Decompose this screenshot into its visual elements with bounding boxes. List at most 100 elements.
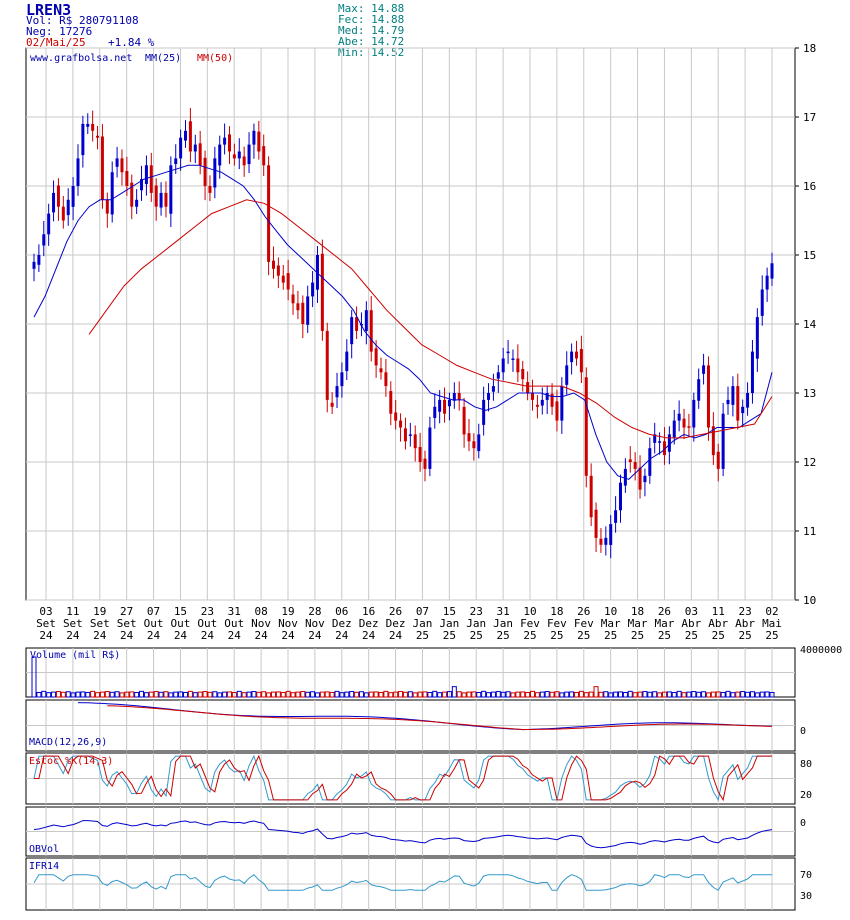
candle-body — [584, 377, 588, 476]
candle-body — [355, 317, 359, 331]
candle-body — [262, 146, 266, 166]
volume-bar — [676, 690, 682, 698]
candle-body — [247, 144, 251, 165]
candle-body — [614, 510, 618, 523]
volume-bar — [627, 690, 633, 698]
x-tick-label: 24 — [93, 629, 107, 642]
candle-body — [227, 134, 231, 152]
candle-body — [736, 386, 740, 421]
volume-bar — [451, 686, 457, 698]
candle-body — [286, 273, 290, 290]
candle-body — [433, 406, 437, 418]
x-tick-label: Out — [224, 617, 244, 630]
candle-body — [364, 310, 368, 332]
volume-bar — [129, 691, 135, 698]
volume-bar — [270, 691, 276, 698]
x-tick-label: 24 — [281, 629, 295, 642]
x-tick-label: 25 — [604, 629, 617, 642]
candle-body — [545, 393, 549, 400]
x-tick-label: 24 — [389, 629, 403, 642]
candle-body — [149, 165, 153, 193]
volume-bar — [51, 691, 57, 698]
candle-body — [301, 302, 305, 324]
volume-bar — [134, 691, 140, 698]
candle-body — [140, 179, 144, 191]
volume-bar — [178, 691, 184, 698]
stoch-k-line — [34, 754, 772, 802]
volume-bar — [759, 691, 765, 698]
candle-body — [311, 282, 315, 297]
estoc-tick-20: 20 — [800, 790, 812, 801]
x-tick-label: Dez — [332, 617, 352, 630]
volume-bar — [666, 691, 672, 698]
volume-bar — [715, 691, 721, 698]
candle-body — [491, 386, 495, 392]
volume-bar — [246, 691, 252, 698]
candle-body — [61, 206, 65, 221]
x-tick-label: 18 — [631, 605, 644, 618]
x-tick-label: 24 — [147, 629, 161, 642]
x-tick-label: 25 — [658, 629, 671, 642]
candle-body — [291, 294, 295, 304]
obv-line — [33, 820, 773, 849]
price-stats: Max: 14.88 Fec: 14.88 Med: 14.79 Abe: 14… — [338, 3, 404, 58]
candle-body — [71, 186, 75, 207]
volume-bar — [686, 691, 692, 698]
candle-body — [526, 382, 530, 393]
x-tick-label: Out — [171, 617, 191, 630]
x-tick-label: Set — [36, 617, 56, 630]
volume-bar — [446, 691, 452, 698]
candle-body — [565, 365, 569, 385]
candle-body — [575, 351, 579, 359]
y-tick-label: 12 — [803, 456, 816, 469]
volume-bar — [456, 691, 462, 698]
volume-bar — [75, 691, 81, 698]
volume-bar — [520, 691, 526, 698]
x-tick-label: Dez — [359, 617, 379, 630]
estoc-label: Estoc %K(14,3) — [29, 756, 113, 767]
candle-body — [193, 144, 197, 152]
candle-body — [237, 151, 241, 159]
x-tick-label: Mai — [762, 617, 782, 630]
volume-bar — [613, 691, 619, 698]
x-tick-label: Nov — [305, 617, 325, 630]
candle-body — [658, 441, 662, 443]
candle-body — [516, 358, 520, 373]
candle-body — [623, 468, 627, 486]
candle-body — [184, 130, 188, 141]
volume-bar — [124, 691, 130, 698]
volume-bar — [202, 691, 208, 698]
x-tick-label: Out — [144, 617, 164, 630]
x-tick-label: 26 — [577, 605, 590, 618]
candle-body — [506, 351, 510, 354]
volume-bar — [85, 691, 91, 698]
x-tick-label: 16 — [362, 605, 375, 618]
candle-body — [330, 402, 334, 407]
x-tick-label: 26 — [658, 605, 671, 618]
candle-body — [418, 446, 422, 462]
volume-bar — [461, 692, 467, 698]
candle-body — [511, 358, 515, 360]
volume-bar — [486, 692, 492, 698]
volume-bar — [329, 691, 335, 698]
candle-body — [750, 351, 754, 393]
legend-site: www.grafbolsa.net — [30, 53, 132, 64]
volume-bar — [300, 691, 306, 698]
volume-bar — [393, 691, 399, 698]
x-tick-label: 10 — [604, 605, 617, 618]
volume-bar — [275, 691, 281, 698]
candle-body — [164, 192, 168, 207]
volume-bar — [358, 691, 364, 698]
x-tick-label: Jan — [493, 617, 513, 630]
x-tick-label: 24 — [120, 629, 134, 642]
x-tick-label: 25 — [470, 629, 483, 642]
ifr-label: IFR14 — [29, 861, 59, 872]
x-tick-label: 23 — [470, 605, 483, 618]
candle-body — [648, 448, 652, 476]
volume-bar — [148, 691, 154, 698]
volume-bar — [207, 691, 213, 698]
volume-bar — [31, 656, 37, 698]
volume-bar — [671, 691, 677, 698]
volume-bar — [681, 692, 687, 698]
volume-bar — [598, 691, 604, 698]
